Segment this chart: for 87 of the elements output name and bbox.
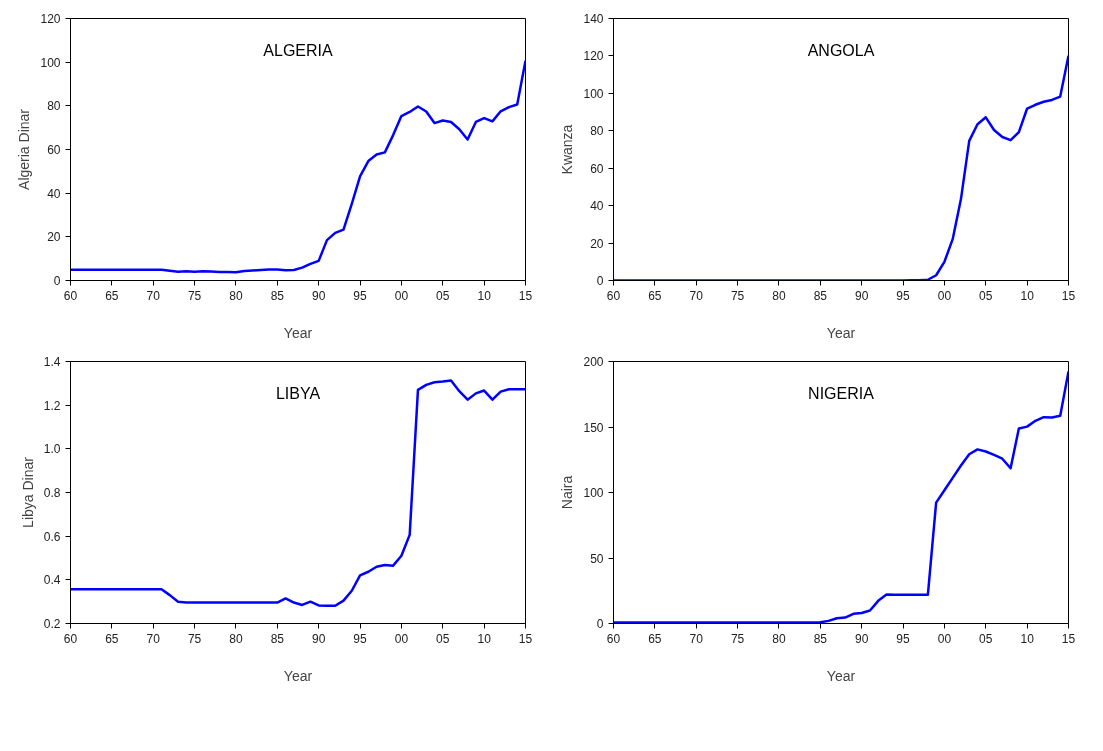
x-tick-label: 80 [229,631,243,646]
x-tick-label: 95 [353,288,368,303]
text: LIBYA [275,384,321,402]
y-tick-label: 0.6 [43,529,61,544]
x-tick-label: 70 [146,631,161,646]
y-tick-label: 1.2 [43,398,61,413]
x-tick-label: 05 [979,288,993,303]
text: ANGOLA [807,41,875,59]
x-tick-label: 80 [772,631,786,646]
x-tick-label: 65 [105,631,119,646]
x-tick-label: 90 [855,288,869,303]
y-tick-label: 60 [47,143,61,157]
x-tick-label: 60 [606,631,621,646]
x-tick-label: 70 [146,288,161,303]
x-tick-label: 75 [187,288,202,303]
x-tick-label: 00 [394,288,409,303]
y-tick-label: 140 [583,12,604,26]
x-tick-label: 85 [813,288,828,303]
x-tick-label: 10 [477,288,492,303]
x-tick-label: 00 [394,631,409,646]
x-tick-label: 65 [648,288,662,303]
y-axis-title: Kwanza [559,124,576,175]
y-tick-label: 100 [40,55,61,70]
x-tick-label: 15 [518,631,533,646]
y-axis-title: Naira [559,475,576,510]
x-tick-label: 15 [1061,631,1076,646]
y-tick-label: 150 [583,420,604,435]
x-tick-label: 85 [270,288,285,303]
x-tick-label: 95 [896,631,911,646]
y-tick-label: 0.8 [43,486,61,500]
y-tick-label: 1.4 [43,355,61,369]
x-tick-label: 80 [772,288,786,303]
x-tick-label: 00 [937,288,952,303]
y-tick-label: 40 [47,186,61,201]
x-tick-label: 75 [187,631,202,646]
y-tick-label: 0 [596,274,604,288]
y-axis-title: Algeria Dinar [16,108,33,190]
x-tick-label: 15 [518,288,533,303]
y-tick-label: 0 [53,274,61,288]
y-tick-label: 20 [590,236,604,251]
text: ALGERIA [263,41,334,59]
x-tick-label: 05 [436,288,450,303]
y-tick-label: 60 [590,161,604,176]
x-tick-label: 65 [648,631,662,646]
x-tick-label: 10 [1020,631,1035,646]
x-tick-label: 15 [1061,288,1076,303]
x-tick-label: 05 [979,631,993,646]
x-tick-label: 95 [896,288,911,303]
x-tick-label: 00 [937,631,952,646]
y-tick-label: 0.2 [43,617,61,631]
x-tick-label: 70 [689,631,704,646]
x-axis-title: Year [826,324,856,341]
x-tick-label: 85 [813,631,828,646]
y-tick-label: 0.4 [43,573,61,588]
x-tick-label: 90 [312,631,326,646]
y-tick-label: 80 [590,124,604,139]
x-tick-label: 60 [606,288,621,303]
x-tick-label: 10 [1020,288,1035,303]
x-tick-label: 05 [436,631,450,646]
x-axis-title: Year [826,667,856,684]
x-tick-label: 90 [855,631,869,646]
y-tick-label: 100 [583,486,604,500]
y-axis-title: Libya Dinar [19,456,36,528]
y-tick-label: 120 [40,12,61,26]
x-tick-label: 65 [105,288,119,303]
x-tick-label: 70 [689,288,704,303]
y-tick-label: 100 [583,86,604,101]
y-tick-label: 120 [583,49,604,64]
y-tick-label: 80 [47,99,61,114]
y-tick-label: 40 [590,199,604,214]
x-tick-label: 90 [312,288,326,303]
y-tick-label: 200 [583,355,604,369]
x-tick-label: 85 [270,631,285,646]
x-axis-title: Year [283,667,313,684]
y-tick-label: 1.0 [43,442,61,457]
y-tick-label: 50 [590,551,604,566]
x-tick-label: 10 [477,631,492,646]
x-tick-label: 60 [63,631,78,646]
x-tick-label: 95 [353,631,368,646]
x-tick-label: 80 [229,288,243,303]
x-tick-label: 60 [63,288,78,303]
x-axis-title: Year [283,324,313,341]
y-tick-label: 20 [47,230,61,245]
x-tick-label: 75 [730,288,745,303]
y-tick-label: 0 [596,617,604,631]
text: NIGERIA [808,384,875,402]
x-tick-label: 75 [730,631,745,646]
